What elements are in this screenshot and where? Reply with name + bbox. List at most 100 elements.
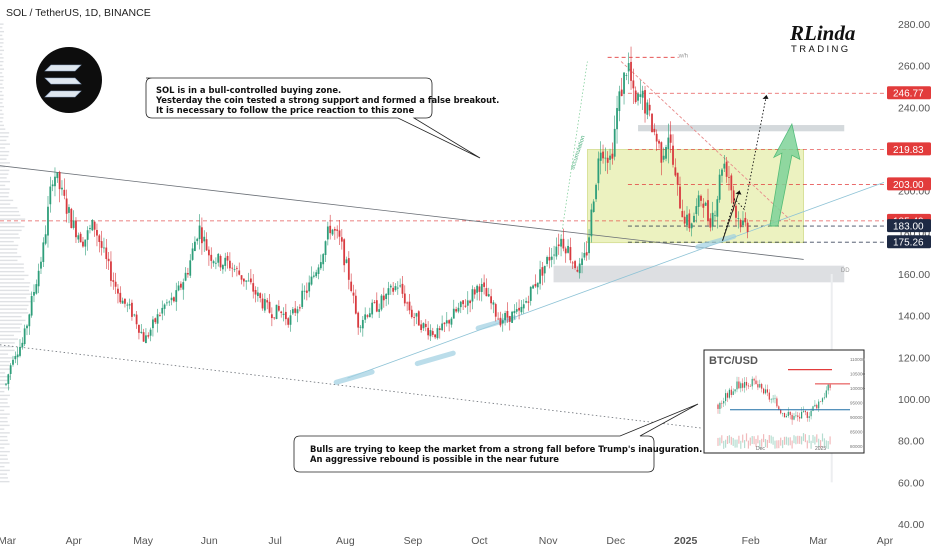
volume-bar <box>0 345 14 348</box>
x-tick-label: Feb <box>742 535 760 547</box>
candle-body <box>340 237 343 242</box>
volume-bar <box>0 435 8 438</box>
candle-body <box>203 236 206 242</box>
inset-volume <box>801 436 803 445</box>
candle-body <box>744 217 747 223</box>
volume-bar <box>0 207 18 209</box>
candle-body <box>191 248 194 260</box>
volume-bar <box>0 237 20 239</box>
inset-candle-body <box>742 383 744 388</box>
volume-bar <box>0 450 10 453</box>
arrow-head <box>735 190 742 195</box>
inset-volume <box>719 437 721 446</box>
candle-body <box>231 267 234 269</box>
inset-candle-body <box>749 386 751 387</box>
note-callout-top[interactable]: SOL is in a bull-controlled buying zone.… <box>145 77 499 159</box>
candle-body <box>553 254 555 256</box>
inset-volume <box>742 434 744 443</box>
symbol-header[interactable]: SOL / TetherUS, 1D, BINANCE <box>6 7 151 19</box>
candle-body <box>746 222 749 233</box>
candle-body <box>173 297 175 302</box>
candle-body <box>189 260 192 276</box>
candle-body <box>84 239 87 247</box>
candle-body <box>445 320 448 324</box>
candle-body <box>595 184 597 200</box>
candle-body <box>520 306 523 313</box>
y-tick-label: 60.00 <box>898 477 924 489</box>
candle-body <box>529 286 532 301</box>
trendline-resistance <box>620 61 791 221</box>
candle-body <box>326 226 329 240</box>
volume-bar <box>0 304 29 307</box>
candle-body <box>319 262 322 269</box>
inset-volume <box>795 436 797 445</box>
inset-candle-body <box>721 402 723 404</box>
candle-body <box>105 247 108 260</box>
candle-body <box>459 301 462 308</box>
volume-bar <box>0 255 22 258</box>
candle-body <box>569 247 572 261</box>
candle-body <box>21 342 24 348</box>
candle-body <box>604 157 607 159</box>
candle-body <box>343 239 346 266</box>
candle-body <box>690 223 693 229</box>
candle-body <box>590 209 593 237</box>
candle-body <box>51 184 54 187</box>
candle-body <box>571 262 574 264</box>
volume-bar <box>0 210 20 213</box>
candle-body <box>413 317 416 318</box>
candle-body <box>408 301 411 311</box>
candle-body <box>387 288 390 295</box>
inset-volume <box>764 439 767 448</box>
candle-body <box>364 314 367 320</box>
volume-bar <box>0 447 5 449</box>
inset-tick-label: 110000 <box>850 357 865 362</box>
candle-body <box>639 94 642 97</box>
volume-bar <box>0 139 7 142</box>
candle-body <box>42 242 45 263</box>
candle-body <box>546 257 548 264</box>
candle-body <box>361 319 364 329</box>
candle-body <box>620 89 623 97</box>
x-axis[interactable]: Mar Apr May Jun Jul Aug Sep Oct Nov Dec 2025 Feb Mar… <box>0 535 894 547</box>
candle-body <box>434 334 437 338</box>
candle-body <box>646 102 649 115</box>
candle-body <box>693 215 695 223</box>
inset-volume <box>763 434 765 443</box>
inset-candle-body <box>776 398 778 407</box>
inset-candle-body <box>757 384 759 388</box>
candle-body <box>324 241 327 255</box>
inset-volume <box>802 433 805 442</box>
volume-bar <box>0 398 8 400</box>
brand-sub: TRADING <box>791 44 851 55</box>
volume-bar <box>0 267 24 269</box>
inset-volume <box>829 436 831 445</box>
candle-body <box>609 155 611 160</box>
candle-body <box>602 151 604 159</box>
candle-body <box>345 259 348 263</box>
inset-candle-body <box>740 383 742 389</box>
inset-volume <box>755 438 757 447</box>
candle-body <box>147 335 150 337</box>
inset-candle-body <box>793 416 795 420</box>
candle-body <box>126 304 129 306</box>
note-top-line-2: Yesterday the coin tested a strong suppo… <box>155 95 499 105</box>
note-callout-bottom[interactable]: Bulls are trying to keep the market from… <box>293 403 702 473</box>
volume-bar <box>0 184 6 187</box>
candle-body <box>483 282 486 287</box>
candle-body <box>592 201 595 213</box>
candle-body <box>438 328 441 331</box>
candle-body <box>142 332 145 342</box>
note-bottom-line-1: Bulls are trying to keep the market from… <box>310 444 702 454</box>
price-tag-label: 219.83 <box>893 145 924 156</box>
volume-bar <box>0 120 3 123</box>
candle-body <box>585 252 588 256</box>
inset-candle-body <box>785 416 787 418</box>
candle-body <box>660 142 663 163</box>
candle-body <box>441 323 444 331</box>
candle-body <box>637 93 639 101</box>
candle-body <box>58 171 61 190</box>
inset-candle-body <box>818 401 820 409</box>
volume-bar <box>0 364 10 367</box>
